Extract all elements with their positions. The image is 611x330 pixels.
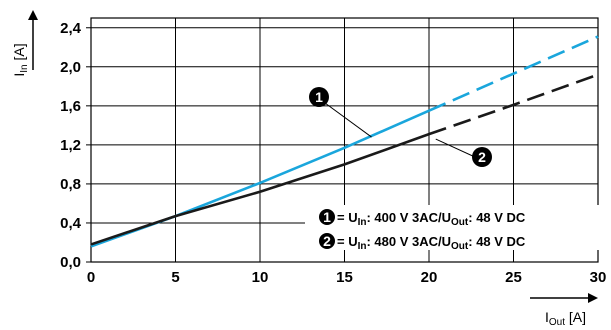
x-tick-label: 30: [590, 269, 607, 286]
tick-labels: 0 5 10 15 20 25 30 0,0 0,4 0,8 1,2 1,6 2,0 2,4: [60, 20, 606, 286]
legend-text-1: = UIn: 400 V 3AC/UOut: 48 V DC: [337, 210, 526, 228]
x-tick-label: 0: [87, 269, 95, 286]
y-axis-title: IIn [A]: [11, 10, 38, 77]
x-tick-label: 10: [252, 269, 269, 286]
legend-marker-1: [319, 209, 335, 225]
legend-marker-1-label: 1: [323, 209, 331, 225]
callout-1-circle: [309, 87, 329, 107]
callout-1-number: 1: [315, 89, 323, 105]
y-tick-label: 2,4: [60, 20, 82, 37]
y-tick-label: 1,6: [60, 98, 81, 115]
legend: 1 = UIn: 400 V 3AC/UOut: 48 V DC 2 = UIn…: [305, 205, 600, 252]
legend-text-2: = UIn: 480 V 3AC/UOut: 48 V DC: [337, 234, 526, 252]
legend-marker-2: [319, 233, 335, 249]
callout-2-circle: [472, 147, 492, 167]
x-axis-arrowhead: [588, 293, 598, 303]
callout-2-number: 2: [478, 149, 486, 165]
series-2-line-solid: [90, 132, 430, 246]
x-tick-label: 20: [421, 269, 438, 286]
legend-marker-2-label: 2: [323, 233, 331, 249]
y-tick-label: 0,8: [60, 176, 81, 193]
x-tick-label: 15: [336, 269, 353, 286]
y-tick-label: 1,2: [60, 137, 81, 154]
x-axis-title: IOut [A]: [530, 293, 598, 328]
series-2-line-dashed: [428, 73, 599, 136]
x-tick-label: 5: [171, 269, 179, 286]
y-axis-label: IIn [A]: [11, 43, 30, 76]
series-lines: [90, 35, 599, 248]
y-axis-arrowhead: [28, 10, 38, 20]
callout-1-leader: [324, 102, 372, 138]
legend-item-2: 2 = UIn: 480 V 3AC/UOut: 48 V DC: [319, 233, 526, 252]
callouts: 12: [309, 87, 492, 167]
x-tick-label: 25: [505, 269, 522, 286]
legend-background: [305, 205, 600, 250]
x-axis-label: IOut [A]: [545, 309, 586, 328]
series-1-line-dashed: [428, 35, 599, 112]
y-tick-label: 2,0: [60, 59, 81, 76]
y-tick-label: 0,4: [60, 215, 82, 232]
legend-item-1: 1 = UIn: 400 V 3AC/UOut: 48 V DC: [319, 209, 526, 228]
y-tick-label: 0,0: [60, 254, 81, 271]
